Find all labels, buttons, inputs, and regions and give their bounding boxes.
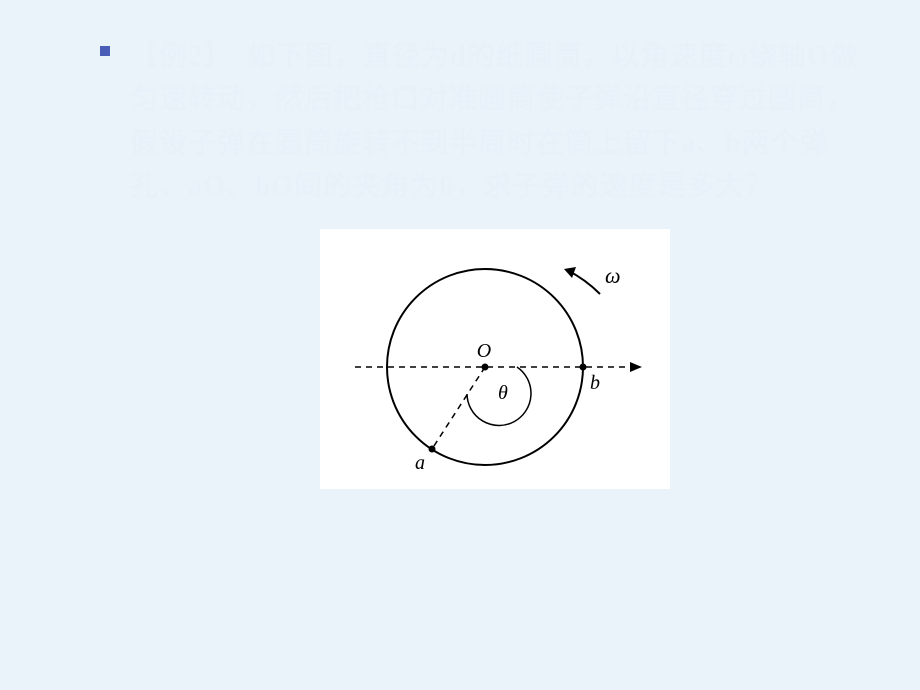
point-a xyxy=(429,445,436,452)
center-label: O xyxy=(477,340,491,362)
physics-diagram: O b a θ ω xyxy=(320,229,670,489)
point-b xyxy=(580,363,587,370)
line-oa xyxy=(432,367,485,449)
diagram-svg: O b a θ ω xyxy=(320,229,670,489)
bullet-square xyxy=(100,46,110,56)
omega-label: ω xyxy=(605,263,621,288)
problem-body: 如下图，直径为d的纸圆筒，以角速度ω绕轴O做匀速转动，然后把枪口对准圆筒使子弹沿… xyxy=(130,41,859,202)
diagram-container: O b a θ ω xyxy=(130,229,860,489)
problem-text: 【例2】 如下图，直径为d的纸圆筒，以角速度ω绕轴O做匀速转动，然后把枪口对准圆… xyxy=(130,35,860,209)
center-point xyxy=(482,363,489,370)
example-title: 【例2】 xyxy=(130,41,218,72)
theta-label: θ xyxy=(498,382,508,404)
point-a-label: a xyxy=(415,452,425,474)
trajectory-arrow-icon xyxy=(630,362,642,372)
point-b-label: b xyxy=(590,372,600,394)
content-area: 【例2】 如下图，直径为d的纸圆筒，以角速度ω绕轴O做匀速转动，然后把枪口对准圆… xyxy=(0,0,920,509)
omega-arrow-icon xyxy=(564,267,576,278)
